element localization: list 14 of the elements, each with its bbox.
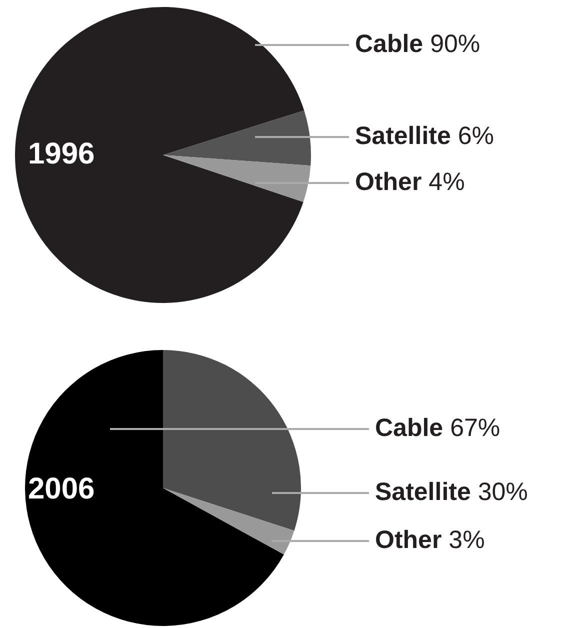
slice-label: Other [375, 526, 442, 554]
slice-label: Satellite [355, 122, 451, 150]
slice-label: Satellite [375, 478, 471, 506]
data-label: 30% [478, 478, 528, 506]
text: 2006 [28, 472, 95, 506]
text: 1996 [28, 137, 95, 170]
data-label: 67% [450, 414, 500, 442]
data-label: 6% [458, 122, 494, 150]
slice-label: Cable [355, 30, 424, 58]
data-label: 4% [428, 168, 465, 196]
slice-label: Other [355, 168, 422, 196]
data-label: 90% [430, 30, 480, 58]
slice-label: Cable [375, 414, 444, 442]
data-label: 3% [448, 526, 485, 554]
